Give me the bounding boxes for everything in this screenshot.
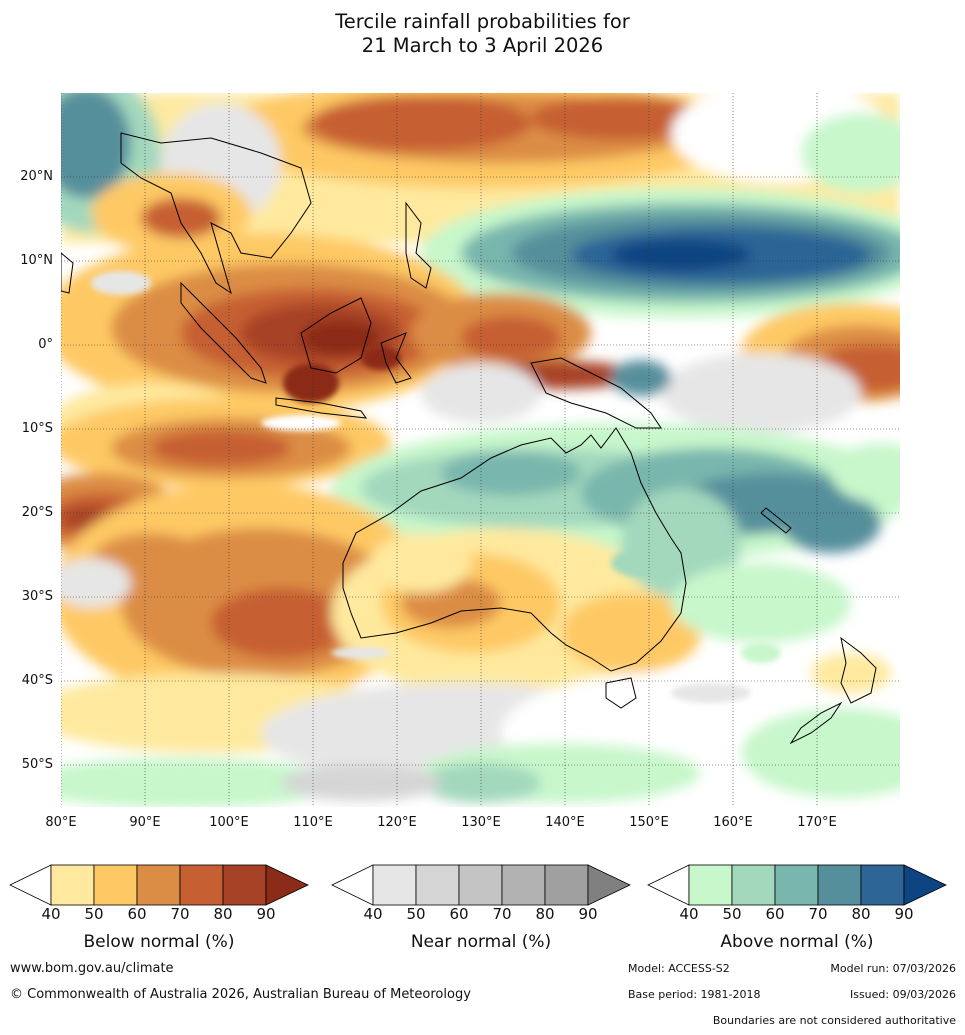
colorbar-segment [93, 864, 138, 906]
philippines-outline [405, 201, 432, 289]
colorbar-segment [501, 864, 546, 906]
copyright-notice: © Commonwealth of Australia 2026, Austra… [10, 987, 471, 1002]
new-zealand-north-outline [840, 636, 877, 704]
longitude-label: 160°E [713, 815, 753, 830]
colorbar-high-extension [265, 864, 309, 906]
colorbar-tick-label: 50 [84, 905, 104, 923]
probability-speckle [91, 271, 781, 703]
graticule [61, 93, 900, 807]
colorbar-segment [817, 864, 862, 906]
latitude-label: 20°N [20, 169, 53, 184]
latitude-label: 20°S [21, 505, 53, 520]
longitude-label: 130°E [461, 815, 501, 830]
colorbar-segment [458, 864, 503, 906]
colorbar-high-extension [587, 864, 631, 906]
colorbar-tick-label: 70 [492, 905, 512, 923]
colorbar-low-extension [9, 864, 52, 906]
coastlines [61, 132, 877, 745]
longitude-label: 150°E [629, 815, 669, 830]
colorbar-segment [372, 864, 417, 906]
colorbar-segment [179, 864, 224, 906]
colorbar-segment [136, 864, 181, 906]
below-normal-colorbar [9, 864, 309, 906]
colorbar-tick-label: 80 [851, 905, 871, 923]
se-asia-outline [120, 132, 312, 295]
probability-shading [61, 93, 900, 807]
above-normal-colorbar [647, 864, 947, 906]
colorbar-tick-label: 80 [535, 905, 555, 923]
sulawesi-outline [380, 332, 412, 384]
colorbar-tick-label: 90 [578, 905, 598, 923]
colorbar-segment [774, 864, 819, 906]
colorbar-tick-label: 50 [722, 905, 742, 923]
above-normal-title: Above normal (%) [720, 932, 874, 952]
tasmania-outline [605, 677, 637, 709]
near-normal-colorbar [331, 864, 631, 906]
latitude-label: 10°S [21, 421, 53, 436]
colorbar-segment [544, 864, 589, 906]
model-run-date: Model run: 07/03/2026 [830, 962, 956, 975]
colorbar-tick-label: 90 [894, 905, 914, 923]
colorbar-tick-label: 80 [213, 905, 233, 923]
colorbar-tick-label: 40 [41, 905, 61, 923]
colorbar-segment [50, 864, 95, 906]
near-normal-title: Near normal (%) [410, 932, 552, 952]
longitude-label: 100°E [209, 815, 249, 830]
boundary-disclaimer: Boundaries are not considered authoritat… [712, 1014, 956, 1027]
colorbar-segment [860, 864, 905, 906]
longitude-label: 170°E [797, 815, 837, 830]
new-guinea-outline [530, 357, 662, 429]
colorbar-segment [731, 864, 776, 906]
latitude-label: 10°N [20, 253, 53, 268]
colorbar-tick-label: 50 [406, 905, 426, 923]
colorbar-low-extension [331, 864, 374, 906]
colorbar-tick-label: 60 [127, 905, 147, 923]
longitude-label: 80°E [45, 815, 77, 830]
map-title-line1: Tercile rainfall probabilities for [335, 10, 630, 33]
latitude-label: 0° [38, 337, 53, 352]
longitude-label: 120°E [377, 815, 417, 830]
colorbar-segment [688, 864, 733, 906]
longitude-label: 140°E [545, 815, 585, 830]
probability-map [61, 93, 900, 807]
colorbar-segment [415, 864, 460, 906]
longitude-label: 110°E [293, 815, 333, 830]
latitude-label: 40°S [21, 673, 53, 688]
map-canvas [61, 93, 900, 807]
colorbar-tick-label: 60 [765, 905, 785, 923]
bom-url: www.bom.gov.au/climate [10, 961, 174, 976]
sri-lanka-outline [61, 252, 74, 294]
borneo-outline [300, 297, 372, 374]
below-normal-title: Below normal (%) [83, 932, 235, 952]
colorbar-tick-label: 40 [679, 905, 699, 923]
colorbar-segment [222, 864, 267, 906]
colorbar-tick-label: 60 [449, 905, 469, 923]
map-title-line2: 21 March to 3 April 2026 [361, 34, 604, 57]
latitude-label: 50°S [21, 757, 53, 772]
colorbar-tick-label: 90 [256, 905, 276, 923]
java-outline [275, 397, 368, 419]
new-zealand-south-outline [789, 701, 843, 745]
colorbar-low-extension [647, 864, 690, 906]
base-period: Base period: 1981-2018 [628, 988, 761, 1001]
colorbar-tick-label: 70 [808, 905, 828, 923]
model-name: Model: ACCESS-S2 [628, 962, 730, 975]
australia-outline [342, 427, 687, 672]
longitude-label: 90°E [129, 815, 161, 830]
colorbar-tick-label: 70 [170, 905, 190, 923]
latitude-label: 30°S [21, 589, 53, 604]
new-caledonia-outline [760, 507, 792, 534]
issued-date: Issued: 09/03/2026 [849, 988, 956, 1001]
sumatra-outline [180, 281, 267, 384]
colorbar-high-extension [903, 864, 947, 906]
colorbar-tick-label: 40 [363, 905, 383, 923]
